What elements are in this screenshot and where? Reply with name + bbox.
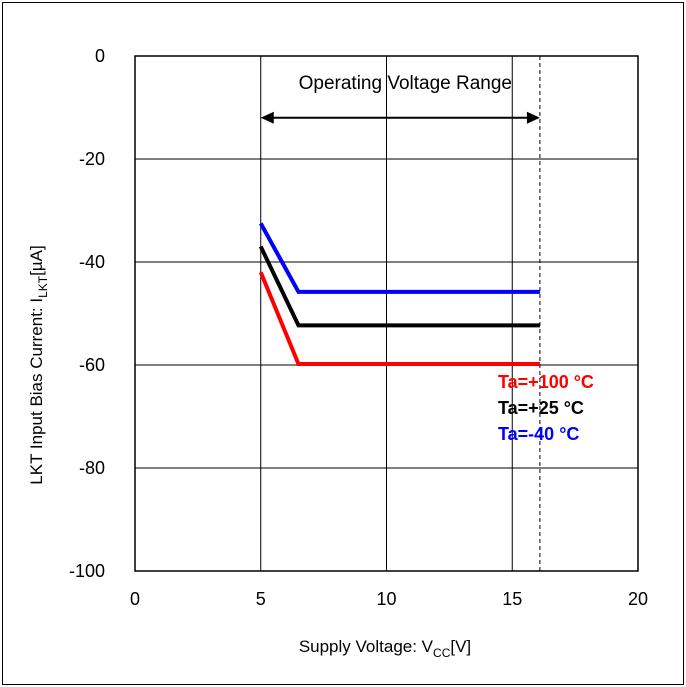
y-tick-label: -80 [79,458,105,478]
range-arrow-head-right [526,111,540,124]
y-tick-label: 0 [95,46,105,66]
series-lines [258,222,540,366]
series-line-2 [258,271,540,366]
y-tick-label: -40 [79,252,105,272]
x-tick-label: 5 [256,589,266,609]
plot-area-border [134,55,639,572]
legend-entry: Ta=+100 °C [498,372,594,392]
legend: Ta=+100 °C Ta=+25 °C Ta=-40 °C [498,372,594,444]
y-tick-label: -100 [69,561,105,581]
x-tick-label: 10 [376,589,396,609]
x-axis-title: Supply Voltage: VCC[V] [299,637,471,660]
x-tick-label: 0 [130,589,140,609]
range-annotation-text: Operating Voltage Range [299,73,512,94]
series-line-1 [258,245,540,328]
y-tick-label: -60 [79,355,105,375]
y-tick-label: -20 [79,149,105,169]
x-tick-label: 15 [502,589,522,609]
legend-entry: Ta=+25 °C [498,398,584,418]
x-tick-label: 20 [628,589,648,609]
grid-lines [135,56,638,571]
operating-range-annotation: Operating Voltage Range [260,56,541,571]
legend-entry: Ta=-40 °C [498,424,579,444]
series-line-0 [258,222,540,294]
y-axis-title: LKT Input Bias Current: ILKT[µA] [27,245,50,484]
range-arrow-head-left [260,111,274,124]
tick-labels: 0 5 10 15 20 0 -20 -40 -60 -80 -100 [69,46,648,609]
